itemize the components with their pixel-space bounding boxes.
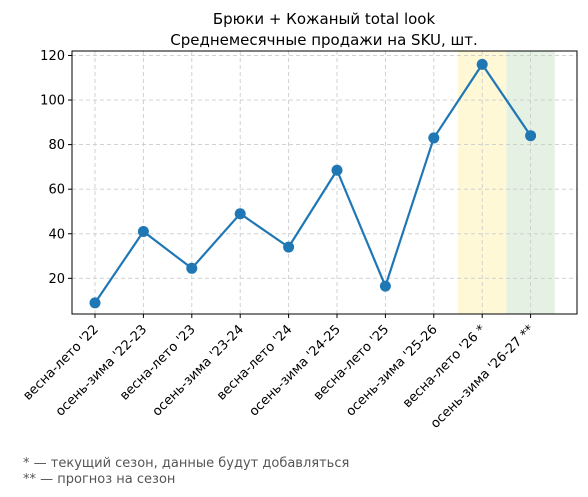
footnote-forecast: ** — прогноз на сезон: [23, 472, 176, 487]
data-point: [525, 130, 537, 142]
y-tick-label: 40: [48, 227, 65, 242]
grid: [72, 51, 577, 314]
data-point: [428, 132, 440, 144]
season-highlight-bands: [458, 51, 555, 314]
data-point: [283, 241, 295, 253]
data-point: [379, 280, 391, 292]
x-tick-label: осень-зима '25-26: [343, 322, 440, 419]
chart-subtitle: Среднемесячные продажи на SKU, шт.: [170, 31, 478, 49]
x-tick-label: осень-зима '24-25: [247, 322, 344, 419]
plot-frame: [71, 50, 578, 315]
x-tick-label: осень-зима '22-23: [53, 322, 150, 419]
x-tick-label: осень-зима '23-24: [150, 322, 247, 419]
data-point: [234, 208, 246, 220]
x-tick-label: весна-лето '26 *: [400, 322, 489, 411]
data-point: [89, 297, 101, 309]
data-point: [137, 226, 149, 238]
y-tick-label: 60: [48, 183, 65, 198]
data-point: [476, 58, 488, 70]
highlight-band-1: [506, 51, 555, 314]
series-line: [94, 63, 532, 304]
data-point: [186, 262, 198, 274]
y-tick-label: 120: [40, 49, 65, 64]
chart-title: Брюки + Кожаный total look: [213, 10, 436, 28]
y-tick-label: 100: [40, 94, 65, 109]
footnote-current-season: * — текущий сезон, данные будут добавлят…: [23, 456, 350, 471]
y-tick-label: 20: [48, 272, 65, 287]
data-point: [331, 164, 343, 176]
y-tick-label: 80: [48, 138, 65, 153]
series: [89, 58, 537, 309]
